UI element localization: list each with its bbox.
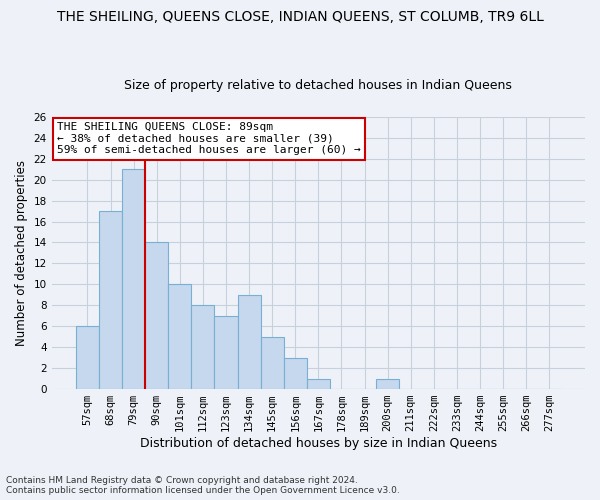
Y-axis label: Number of detached properties: Number of detached properties — [15, 160, 28, 346]
Bar — [307, 378, 330, 389]
Bar — [122, 169, 145, 389]
Bar — [260, 336, 284, 389]
Bar — [238, 295, 260, 389]
Text: THE SHEILING, QUEENS CLOSE, INDIAN QUEENS, ST COLUMB, TR9 6LL: THE SHEILING, QUEENS CLOSE, INDIAN QUEEN… — [56, 10, 544, 24]
X-axis label: Distribution of detached houses by size in Indian Queens: Distribution of detached houses by size … — [140, 437, 497, 450]
Title: Size of property relative to detached houses in Indian Queens: Size of property relative to detached ho… — [124, 79, 512, 92]
Bar — [376, 378, 399, 389]
Text: Contains HM Land Registry data © Crown copyright and database right 2024.
Contai: Contains HM Land Registry data © Crown c… — [6, 476, 400, 495]
Bar — [76, 326, 99, 389]
Bar — [168, 284, 191, 389]
Bar — [99, 211, 122, 389]
Bar — [214, 316, 238, 389]
Bar — [284, 358, 307, 389]
Text: THE SHEILING QUEENS CLOSE: 89sqm
← 38% of detached houses are smaller (39)
59% o: THE SHEILING QUEENS CLOSE: 89sqm ← 38% o… — [57, 122, 361, 156]
Bar — [145, 242, 168, 389]
Bar — [191, 306, 214, 389]
